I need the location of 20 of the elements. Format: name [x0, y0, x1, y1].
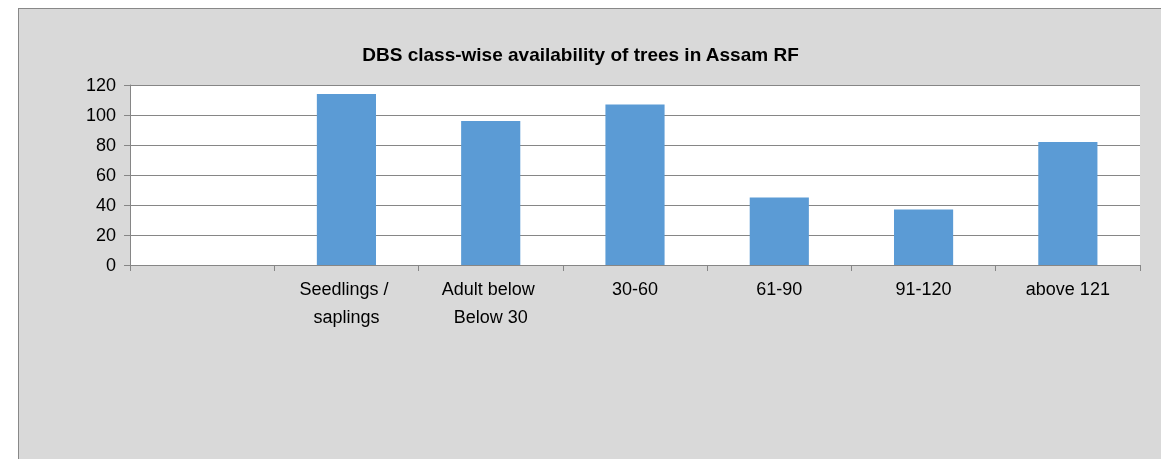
y-tick-label: 20: [95, 225, 116, 245]
x-tick-label: Seedlings / saplings: [299, 279, 394, 327]
chart-title: DBS class-wise availability of trees in Assam RF: [362, 44, 799, 65]
y-tick-label: 0: [105, 255, 116, 275]
x-tick-label: 30-60: [611, 279, 659, 299]
bar: [1038, 142, 1098, 265]
x-tick-label: 91-120: [895, 279, 952, 299]
x-tick-label: Adult below Below 30: [441, 279, 540, 327]
bar: [749, 197, 809, 265]
y-tick-label: 120: [85, 75, 116, 95]
y-tick-label: 80: [95, 135, 116, 155]
bar: [316, 94, 377, 265]
x-tick-label: 61-90: [756, 279, 803, 299]
bar: [461, 121, 521, 265]
bar: [893, 209, 954, 265]
bar: [605, 104, 665, 265]
y-tick-label: 100: [85, 105, 116, 125]
y-tick-label: 60: [95, 165, 116, 185]
x-tick-label: above 121: [1025, 279, 1110, 299]
y-tick-label: 40: [95, 195, 116, 215]
